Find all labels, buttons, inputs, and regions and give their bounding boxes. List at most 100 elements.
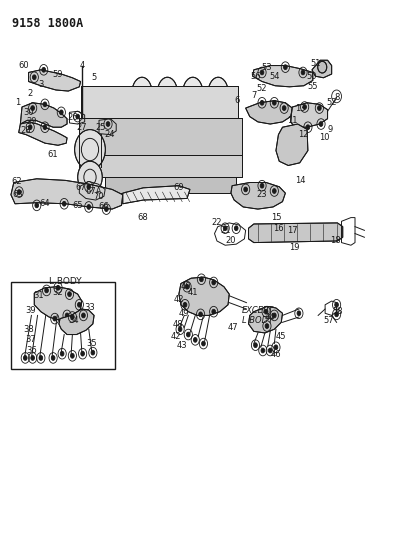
Ellipse shape: [75, 130, 105, 169]
Text: 45: 45: [276, 332, 286, 341]
Text: 32: 32: [52, 287, 62, 296]
Circle shape: [60, 110, 63, 115]
Text: 63: 63: [12, 190, 23, 199]
Text: 58: 58: [332, 307, 343, 316]
Circle shape: [260, 70, 264, 75]
Circle shape: [91, 350, 95, 355]
Text: 53: 53: [262, 63, 272, 71]
Text: 23: 23: [257, 190, 267, 199]
Circle shape: [178, 327, 182, 332]
Text: 37: 37: [25, 335, 36, 344]
Circle shape: [104, 207, 108, 212]
Text: 48: 48: [172, 320, 183, 329]
Text: 60: 60: [18, 61, 28, 70]
Polygon shape: [276, 124, 308, 165]
Circle shape: [51, 356, 55, 360]
Circle shape: [56, 285, 60, 290]
Text: 55: 55: [307, 82, 318, 91]
Text: 19: 19: [289, 244, 300, 253]
Text: L BODY: L BODY: [49, 277, 82, 286]
Polygon shape: [179, 277, 229, 316]
Circle shape: [17, 190, 21, 195]
Text: 9158 1800A: 9158 1800A: [12, 17, 83, 30]
Polygon shape: [249, 223, 343, 243]
Circle shape: [23, 356, 27, 360]
Circle shape: [32, 75, 36, 79]
Polygon shape: [123, 185, 190, 204]
Text: 31: 31: [33, 291, 44, 300]
Text: 70: 70: [93, 192, 104, 201]
Circle shape: [31, 106, 35, 110]
Text: 27: 27: [76, 123, 87, 132]
Text: 1: 1: [15, 98, 21, 107]
Polygon shape: [28, 70, 81, 91]
Text: 3: 3: [38, 80, 44, 89]
Circle shape: [87, 184, 90, 189]
Ellipse shape: [208, 77, 229, 110]
Circle shape: [272, 189, 276, 193]
Circle shape: [194, 337, 197, 342]
Circle shape: [43, 125, 47, 130]
Circle shape: [183, 302, 187, 307]
Circle shape: [76, 114, 80, 119]
Text: 29: 29: [26, 117, 37, 126]
Text: 64: 64: [39, 199, 50, 208]
Circle shape: [187, 332, 190, 337]
Text: 35: 35: [86, 339, 97, 348]
Polygon shape: [249, 306, 282, 333]
Text: 42: 42: [171, 332, 181, 341]
Text: 40: 40: [180, 282, 191, 291]
Circle shape: [244, 187, 247, 192]
Text: 34: 34: [68, 316, 79, 325]
Text: 21: 21: [220, 226, 231, 235]
Circle shape: [65, 313, 69, 318]
Circle shape: [78, 302, 81, 307]
Ellipse shape: [182, 77, 203, 110]
Text: 11: 11: [287, 116, 298, 125]
Circle shape: [199, 312, 203, 317]
Circle shape: [284, 64, 287, 69]
Polygon shape: [231, 182, 285, 209]
Text: 8: 8: [335, 93, 340, 102]
Ellipse shape: [157, 77, 178, 110]
Circle shape: [200, 277, 203, 281]
Circle shape: [335, 302, 338, 307]
Circle shape: [106, 122, 110, 126]
Text: 62: 62: [11, 177, 21, 186]
Circle shape: [28, 125, 32, 130]
Polygon shape: [34, 287, 82, 320]
Circle shape: [297, 311, 301, 316]
Text: 33: 33: [85, 303, 95, 312]
Polygon shape: [105, 177, 236, 193]
Text: 47: 47: [228, 323, 239, 332]
Text: 57: 57: [323, 316, 334, 325]
Text: 68: 68: [138, 213, 149, 222]
Text: 20: 20: [226, 237, 236, 246]
Circle shape: [185, 284, 189, 289]
Text: 2: 2: [28, 89, 33, 98]
Text: 28: 28: [21, 126, 31, 135]
Text: 46: 46: [270, 350, 281, 359]
Circle shape: [87, 205, 90, 209]
Circle shape: [71, 314, 74, 319]
Polygon shape: [291, 103, 328, 127]
Text: 6: 6: [235, 96, 240, 105]
Text: 16: 16: [273, 224, 284, 233]
Circle shape: [202, 341, 206, 346]
Polygon shape: [95, 155, 242, 177]
Circle shape: [68, 292, 72, 296]
Text: 65: 65: [72, 201, 83, 210]
Circle shape: [335, 312, 338, 317]
Text: 14: 14: [295, 176, 306, 185]
Text: 61: 61: [48, 150, 58, 159]
Circle shape: [43, 102, 47, 107]
Circle shape: [31, 356, 35, 360]
Circle shape: [234, 226, 238, 231]
Text: 5: 5: [92, 73, 97, 82]
Circle shape: [42, 67, 46, 72]
Circle shape: [265, 324, 269, 328]
Circle shape: [261, 348, 265, 353]
Text: 7: 7: [251, 91, 256, 100]
Ellipse shape: [318, 61, 327, 73]
Circle shape: [39, 356, 43, 360]
